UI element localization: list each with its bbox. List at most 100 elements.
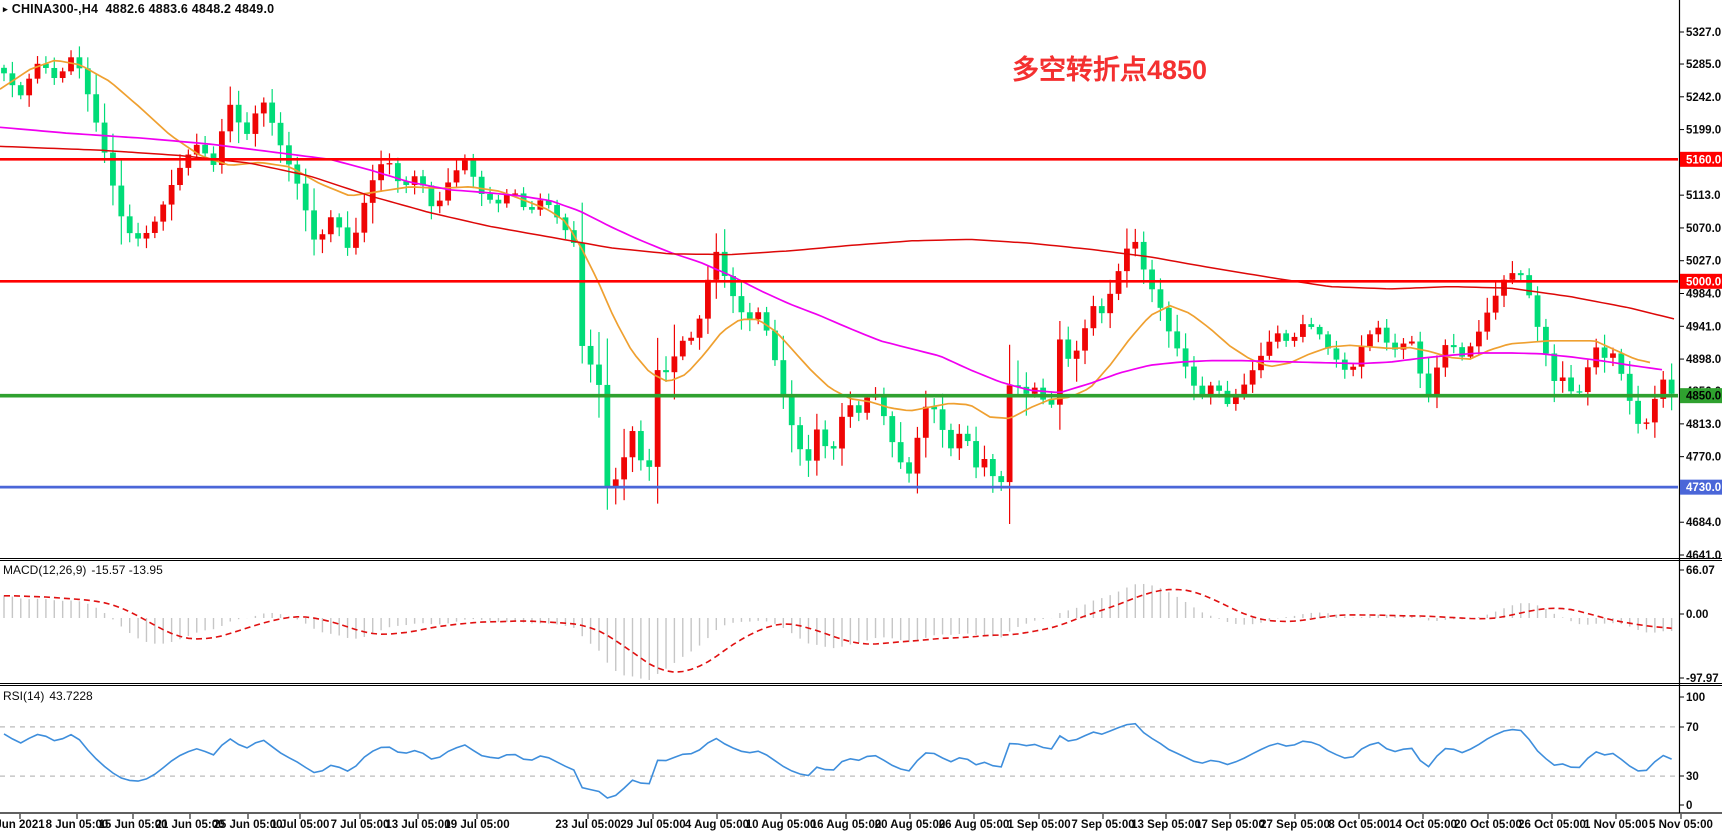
symbol-timeframe-label: CHINA300-,H4 [11,2,99,16]
candle-down [135,233,141,239]
macd-indicator-label: MACD(12,26,9) -15.57 -13.95 [3,563,168,577]
candle-down [1182,348,1189,367]
candle-down [244,122,250,134]
candle-down [51,67,58,79]
candle-down [529,207,535,210]
macd-panel [3,583,1673,680]
candle-down [1601,347,1608,358]
candle-up [1434,367,1440,395]
svg-text:5160.0: 5160.0 [1686,154,1721,166]
candle-up [981,459,988,468]
candle-up [462,160,468,171]
time-axis-label: 16 Aug 05:00 [811,819,882,831]
candle-down [495,199,502,204]
candle-up [705,279,711,319]
candle-down [579,242,586,346]
y-axis-label: 5199.0 [1686,125,1721,137]
candle-up [654,370,661,467]
y-axis-label: 4770.0 [1686,452,1721,464]
rsi-axis-label: 30 [1686,771,1699,783]
candle-down [76,57,83,69]
candle-down [269,102,276,123]
candle-up [671,356,678,373]
candles-layer [1,46,1675,524]
candle-up [151,221,158,233]
candle-down [1517,273,1524,276]
candle-down [1325,334,1331,349]
candle-down [1526,275,1533,296]
candle-down [394,163,401,182]
time-axis-label: 1 Sep 05:00 [1007,819,1070,831]
candle-up [1082,328,1088,351]
candle-up [1232,395,1239,405]
candle-down [545,200,552,206]
y-axis-label: 4684.0 [1686,517,1721,529]
candle-down [1040,387,1047,400]
candle-up [26,78,33,96]
candle-down [1534,295,1541,327]
candle-down [110,152,116,186]
candle-down [805,449,812,461]
macd-signal-line [4,588,1672,674]
y-axis-label: 4984.0 [1686,289,1721,301]
time-axis-label: 26 Aug 05:00 [939,819,1010,831]
candle-down [855,405,862,413]
time-axis-label: 13 Jul 05:00 [385,819,450,831]
candle-up [688,337,695,341]
candle-up [1207,385,1214,395]
candle-up [1400,343,1407,350]
rsi-name-label: RSI(14) [3,689,45,703]
ma-mid-magenta-line [0,126,1663,394]
candle-down [420,176,426,186]
candle-down [277,122,284,146]
candle-down [587,345,594,365]
candle-down [897,442,904,463]
candle-down [1174,331,1181,349]
y-axis-label: 5327.0 [1686,27,1721,39]
candle-down [780,360,787,395]
candle-up [411,176,418,185]
candle-up [956,433,963,449]
candle-down [302,183,309,211]
candle-up [445,182,452,201]
candle-up [353,232,359,248]
candle-down [1065,339,1072,359]
time-axis-label: 25 Jun 05:00 [213,819,282,831]
candle-up [1475,331,1482,347]
time-axis-label: 15 Jun 05:00 [98,819,167,831]
candle-down [1425,373,1432,395]
rsi-indicator-label: RSI(14) 43.7228 [3,689,98,703]
candle-up [1300,324,1306,337]
candle-down [931,406,938,410]
ma-slow-red-line [0,145,1675,320]
candle-up [1241,384,1248,396]
candle-up [1643,422,1650,424]
candle-down [1157,289,1164,308]
y-axis-label: 5070.0 [1686,223,1721,235]
candle-up [378,164,384,181]
ma-fast-orange-line [0,59,1651,420]
candle-down [1668,379,1675,394]
candle-down [939,409,946,430]
y-axis-label: 4641.0 [1686,550,1721,562]
time-axis-label: 4 Aug 05:00 [685,819,749,831]
time-axis-label: 26 Oct 05:00 [1518,819,1586,831]
candle-up [1467,346,1474,357]
candle-down [1635,400,1641,424]
time-axis-label: Jun 2021 [0,819,45,831]
candle-down [989,459,996,477]
candle-down [9,73,16,86]
candle-down [1576,391,1583,393]
candle-down [1383,327,1390,343]
candle-down [1459,347,1466,357]
candle-up [436,200,443,207]
time-axis-label: 7 Jul 05:00 [331,819,390,831]
candle-down [84,68,91,95]
candle-down [43,63,49,68]
candle-up [755,312,762,320]
candle-down [763,312,770,331]
annotation-text: 多空转折点4850 [1012,55,1208,85]
candle-down [1023,386,1030,394]
